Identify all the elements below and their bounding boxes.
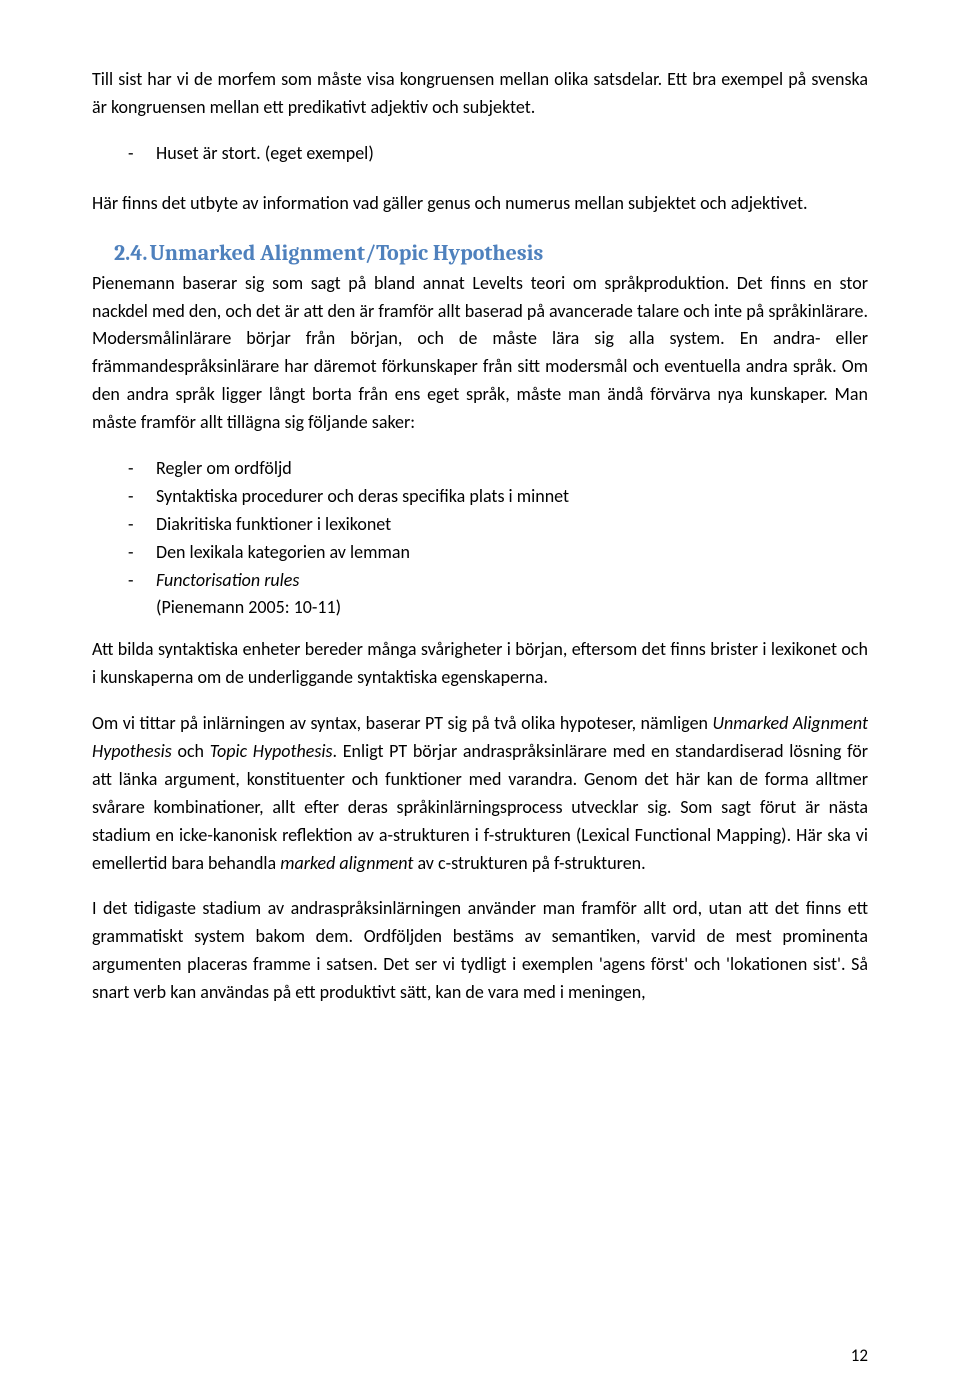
dash-icon: - — [128, 483, 156, 511]
list-item: - Syntaktiska procedurer och deras speci… — [128, 483, 868, 511]
list-item: - Functorisation rules — [128, 567, 868, 595]
section-heading: Unmarked Alignment/Topic Hypothesis — [149, 240, 543, 266]
para5-italic-3: marked alignment — [280, 852, 413, 874]
list-citation: (Pienemann 2005: 10-11) — [156, 594, 868, 622]
dash-icon: - — [128, 539, 156, 567]
dash-icon: - — [128, 567, 156, 595]
dash-icon: - — [128, 511, 156, 539]
list-item-label: Syntaktiska procedurer och deras specifi… — [156, 483, 569, 511]
example-block: - Huset är stort. (eget exempel) — [92, 140, 868, 168]
para5-text-a: Om vi tittar på inlärningen av syntax, b… — [92, 712, 712, 734]
list-item: - Den lexikala kategorien av lemman — [128, 539, 868, 567]
paragraph-1: Till sist har vi de morfem som måste vis… — [92, 66, 868, 122]
dash-icon: - — [128, 455, 156, 483]
list-item-label: Diakritiska funktioner i lexikonet — [156, 511, 391, 539]
page-number: 12 — [851, 1343, 868, 1369]
bullet-list: - Regler om ordföljd - Syntaktiska proce… — [92, 455, 868, 622]
para5-italic-2: Topic Hypothesis — [210, 740, 333, 762]
paragraph-3: Pienemann baserar sig som sagt på bland … — [92, 270, 868, 437]
paragraph-2: Här finns det utbyte av information vad … — [92, 190, 868, 218]
dash-icon: - — [128, 140, 156, 168]
list-item-label: Regler om ordföljd — [156, 455, 292, 483]
para5-text-d: av c-strukturen på f-strukturen. — [413, 852, 645, 874]
example-item: - Huset är stort. (eget exempel) — [128, 140, 868, 168]
paragraph-4: Att bilda syntaktiska enheter bereder må… — [92, 636, 868, 692]
para5-text-b: och — [172, 740, 210, 762]
list-item-label: Den lexikala kategorien av lemman — [156, 539, 410, 567]
list-item-label: Functorisation rules — [156, 567, 299, 595]
heading-number: 2.4. — [114, 240, 147, 266]
section-heading-row: 2.4.Unmarked Alignment/Topic Hypothesis — [114, 236, 868, 270]
list-item: - Diakritiska funktioner i lexikonet — [128, 511, 868, 539]
paragraph-6: I det tidigaste stadium av andraspråksin… — [92, 895, 868, 1007]
paragraph-5: Om vi tittar på inlärningen av syntax, b… — [92, 710, 868, 877]
list-item: - Regler om ordföljd — [128, 455, 868, 483]
example-text: Huset är stort. (eget exempel) — [156, 140, 374, 168]
